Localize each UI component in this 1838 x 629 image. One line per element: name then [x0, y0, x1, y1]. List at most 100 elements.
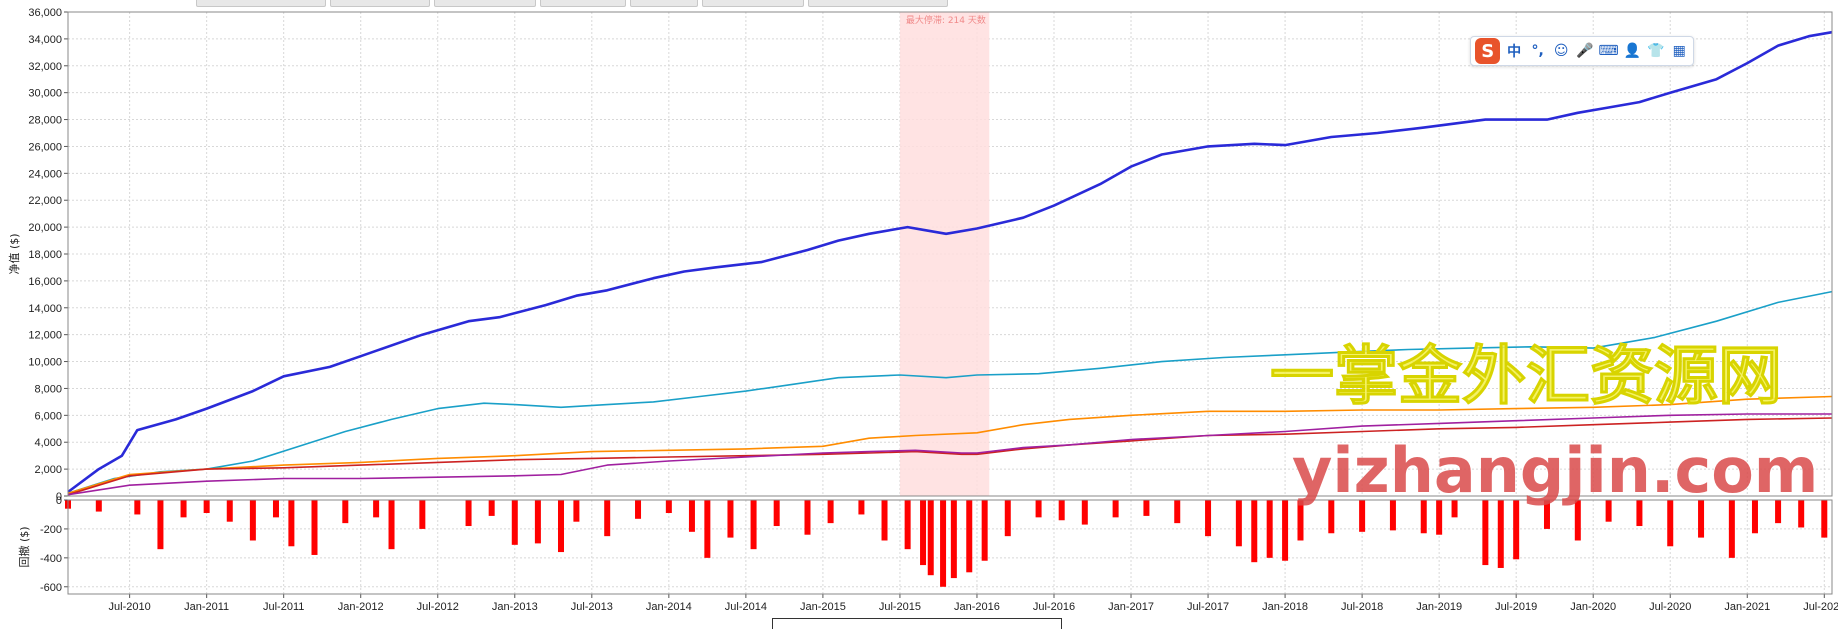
drawdown-bar	[373, 500, 380, 518]
x-tick-label: Jan-2020	[1570, 601, 1616, 613]
tab-4[interactable]	[540, 0, 626, 7]
drawdown-bar	[1497, 500, 1504, 568]
tab-2[interactable]	[330, 0, 430, 7]
drawdown-y-tick-label: -600	[40, 582, 62, 594]
drawdown-bar	[1282, 500, 1289, 561]
equity-series-line	[67, 413, 1832, 496]
drawdown-bar	[249, 500, 256, 541]
drawdown-bar	[1174, 500, 1181, 524]
skin-icon[interactable]: 👕	[1646, 43, 1665, 59]
drawdown-bar	[203, 500, 210, 514]
drawdown-y-tick-label: -400	[40, 553, 62, 565]
tab-6[interactable]	[702, 0, 804, 7]
x-tick-label: Jan-2013	[492, 601, 538, 613]
sogou-logo-icon[interactable]: S	[1475, 38, 1501, 64]
drawdown-bar	[388, 500, 395, 550]
drawdown-y-tick-label: -200	[40, 524, 62, 536]
drawdown-bar	[858, 500, 865, 515]
drawdown-bar	[927, 500, 934, 576]
drawdown-bar	[95, 500, 102, 512]
drawdown-bar	[1359, 500, 1366, 532]
x-tick-label: Jul-2016	[1033, 601, 1075, 613]
drawdown-bar	[1543, 500, 1550, 529]
x-tick-label: Jan-2021	[1724, 601, 1770, 613]
drawdown-bar	[940, 500, 947, 587]
emoji-icon[interactable]: ☺	[1553, 43, 1569, 59]
drawdown-bar	[665, 500, 672, 514]
user-icon[interactable]: 👤	[1623, 43, 1641, 59]
drawdown-bar	[1436, 500, 1443, 535]
drawdown-bar	[1143, 500, 1150, 516]
drawdown-bar	[604, 500, 611, 537]
x-tick-label: Jul-2013	[571, 601, 613, 613]
x-tick-label: Jan-2012	[338, 601, 384, 613]
drawdown-bar	[827, 500, 834, 524]
drawdown-bar	[1821, 500, 1828, 538]
drawdown-y-axis-title: 回撤 ($)	[17, 526, 31, 567]
drawdown-bar	[1775, 500, 1782, 524]
drawdown-bar	[1004, 500, 1011, 537]
apps-icon[interactable]: ▦	[1672, 43, 1686, 59]
x-tick-label: Jul-2020	[1649, 601, 1691, 613]
drawdown-bar	[1235, 500, 1242, 547]
drawdown-bar	[1420, 500, 1427, 534]
equity-y-tick-label: 26,000	[28, 141, 62, 153]
equity-y-tick-label: 28,000	[28, 115, 62, 127]
equity-y-tick-label: 6,000	[34, 410, 62, 422]
ime-toolbar[interactable]: S 中 °, ☺ 🎤 ⌨ 👤 👕 ▦	[1470, 36, 1694, 66]
x-axis-ticks: Jul-2010 Jan-2011 Jul-2011 Jan-2012 Jul-2012…	[109, 594, 1838, 613]
punctuation-icon[interactable]: °,	[1531, 43, 1544, 59]
drawdown-bar	[511, 500, 518, 545]
drawdown-bar	[881, 500, 888, 541]
x-tick-label: Jan-2017	[1108, 601, 1154, 613]
watermark-url: yizhangjin.com	[1292, 434, 1818, 507]
drawdown-bar	[1058, 500, 1065, 521]
x-tick-label: Jul-2011	[263, 601, 304, 613]
drawdown-bar	[635, 500, 642, 519]
tab-1[interactable]	[196, 0, 326, 7]
drawdown-bar	[920, 500, 927, 566]
chinese-mode-icon[interactable]: 中	[1507, 44, 1522, 60]
x-tick-label: Jul-2021	[1803, 601, 1838, 613]
equity-y-tick-label: 12,000	[28, 330, 62, 342]
drawdown-bar	[981, 500, 988, 561]
drawdown-bar	[534, 500, 541, 544]
stagnation-highlight	[899, 12, 990, 496]
drawdown-bar	[1251, 500, 1258, 563]
tab-5[interactable]	[630, 0, 698, 7]
tab-3[interactable]	[434, 0, 536, 7]
top-tab-strip	[0, 0, 1838, 8]
drawdown-y-ticks: 0 -200 -400 -600	[40, 495, 68, 594]
drawdown-bar	[1667, 500, 1674, 547]
bottom-panel-box	[772, 618, 1062, 629]
drawdown-bar	[419, 500, 426, 529]
drawdown-bar	[704, 500, 711, 558]
equity-series-line	[67, 290, 1833, 495]
drawdown-bar	[773, 500, 780, 527]
drawdown-bar	[1035, 500, 1042, 518]
x-tick-label: Jul-2018	[1341, 601, 1383, 613]
drawdown-bar	[1081, 500, 1088, 525]
drawdown-bar	[342, 500, 349, 524]
equity-series-line	[67, 30, 1833, 494]
equity-y-tick-label: 34,000	[28, 34, 62, 46]
equity-y-tick-label: 22,000	[28, 195, 62, 207]
drawdown-bar	[226, 500, 233, 522]
keyboard-icon[interactable]: ⌨	[1598, 43, 1619, 59]
drawdown-bar	[311, 500, 318, 555]
drawdown-bar	[573, 500, 580, 522]
equity-y-tick-label: 16,000	[28, 276, 62, 288]
equity-y-tick-label: 14,000	[28, 303, 62, 315]
tab-7[interactable]	[808, 0, 948, 7]
x-tick-label: Jul-2015	[879, 601, 921, 613]
drawdown-bar	[1513, 500, 1520, 560]
drawdown-bar	[1574, 500, 1581, 541]
drawdown-bar	[1728, 500, 1735, 558]
drawdown-y-tick-label: 0	[56, 495, 62, 507]
microphone-icon[interactable]: 🎤	[1575, 43, 1594, 59]
drawdown-bar	[1205, 500, 1212, 537]
drawdown-bars	[65, 500, 1828, 587]
equity-y-tick-label: 8,000	[34, 383, 62, 395]
drawdown-bar	[288, 500, 295, 547]
stagnation-band	[899, 12, 990, 496]
